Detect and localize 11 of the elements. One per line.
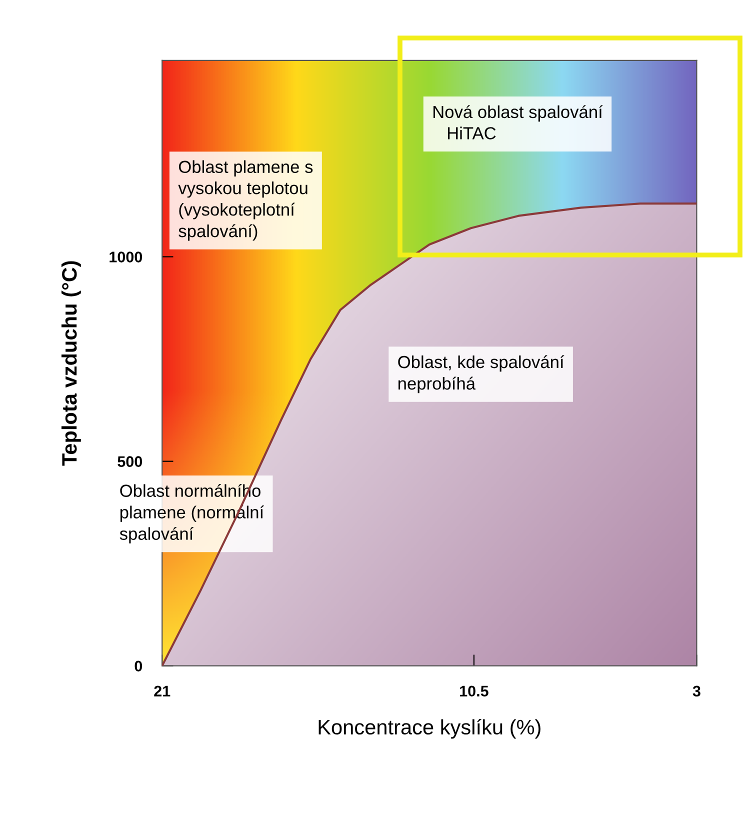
y-tick-label: 0 xyxy=(134,660,142,672)
annotation: Oblast plamene s vysokou teplotou (vysokoteplotní spalování) xyxy=(178,160,313,241)
annotation: Oblast, kde spalování neprobíhá xyxy=(398,355,564,394)
x-tick-label: 21 xyxy=(154,686,170,696)
x-tick-label: 3 xyxy=(692,686,700,697)
y-tick-label: 1000 xyxy=(110,252,142,262)
y-axis-title: Teplota vzduchu (°C) xyxy=(61,261,81,466)
annotation: Nová oblast spalování HiTAC xyxy=(434,105,603,140)
x-tick-label: 10.5 xyxy=(460,686,488,697)
y-tick-label: 500 xyxy=(118,456,142,467)
x-axis-title: Koncentrace kyslíku (%) xyxy=(318,718,540,739)
